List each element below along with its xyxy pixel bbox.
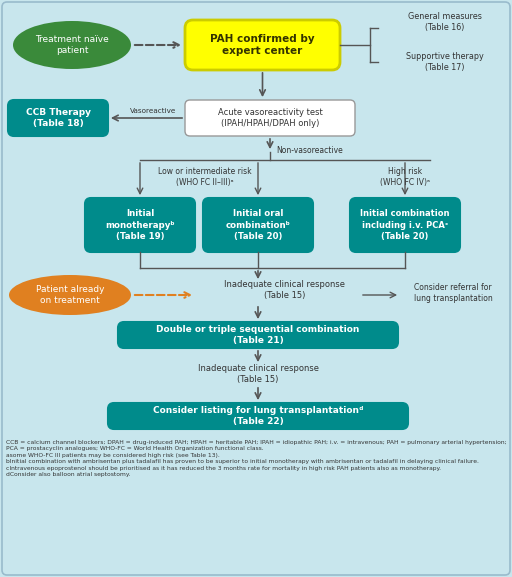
Text: Consider listing for lung transplantationᵈ
(Table 22): Consider listing for lung transplantatio… bbox=[153, 406, 363, 426]
Text: CCB = calcium channel blockers; DPAH = drug-induced PAH; HPAH = heritable PAH; I: CCB = calcium channel blockers; DPAH = d… bbox=[6, 440, 507, 477]
FancyBboxPatch shape bbox=[185, 100, 355, 136]
Text: High risk
(WHO FC IV)ᵃ: High risk (WHO FC IV)ᵃ bbox=[380, 167, 430, 187]
Text: Inadequate clinical response
(Table 15): Inadequate clinical response (Table 15) bbox=[198, 364, 318, 384]
FancyBboxPatch shape bbox=[118, 322, 398, 348]
Text: Double or triple sequential combination
(Table 21): Double or triple sequential combination … bbox=[156, 325, 360, 345]
FancyBboxPatch shape bbox=[185, 20, 340, 70]
Text: Initial combination
including i.v. PCAᶜ
(Table 20): Initial combination including i.v. PCAᶜ … bbox=[360, 209, 450, 241]
Text: Consider referral for
lung transplantation: Consider referral for lung transplantati… bbox=[414, 283, 493, 303]
FancyBboxPatch shape bbox=[203, 198, 313, 252]
Text: CCB Therapy
(Table 18): CCB Therapy (Table 18) bbox=[26, 108, 91, 128]
Text: Vasoreactive: Vasoreactive bbox=[130, 108, 176, 114]
Text: Non-vasoreactive: Non-vasoreactive bbox=[276, 146, 344, 155]
Text: PAH confirmed by
expert center: PAH confirmed by expert center bbox=[210, 34, 315, 56]
Text: Supportive therapy
(Table 17): Supportive therapy (Table 17) bbox=[406, 52, 484, 72]
Ellipse shape bbox=[9, 275, 131, 315]
Text: Low or intermediate risk
(WHO FC II–III)ᵃ: Low or intermediate risk (WHO FC II–III)… bbox=[158, 167, 252, 187]
Text: Acute vasoreactivity test
(IPAH/HPAH/DPAH only): Acute vasoreactivity test (IPAH/HPAH/DPA… bbox=[218, 108, 323, 128]
FancyBboxPatch shape bbox=[350, 198, 460, 252]
FancyBboxPatch shape bbox=[8, 100, 108, 136]
FancyBboxPatch shape bbox=[108, 403, 408, 429]
Text: Inadequate clinical response
(Table 15): Inadequate clinical response (Table 15) bbox=[224, 280, 346, 300]
Text: Patient already
on treatment: Patient already on treatment bbox=[36, 285, 104, 305]
Text: Initial oral
combinationᵇ
(Table 20): Initial oral combinationᵇ (Table 20) bbox=[226, 209, 290, 241]
Text: Initial
monotherapyᵇ
(Table 19): Initial monotherapyᵇ (Table 19) bbox=[105, 209, 175, 241]
Ellipse shape bbox=[13, 21, 131, 69]
Text: General measures
(Table 16): General measures (Table 16) bbox=[408, 12, 482, 32]
Text: Treatment naïve
patient: Treatment naïve patient bbox=[35, 35, 109, 55]
FancyBboxPatch shape bbox=[85, 198, 195, 252]
